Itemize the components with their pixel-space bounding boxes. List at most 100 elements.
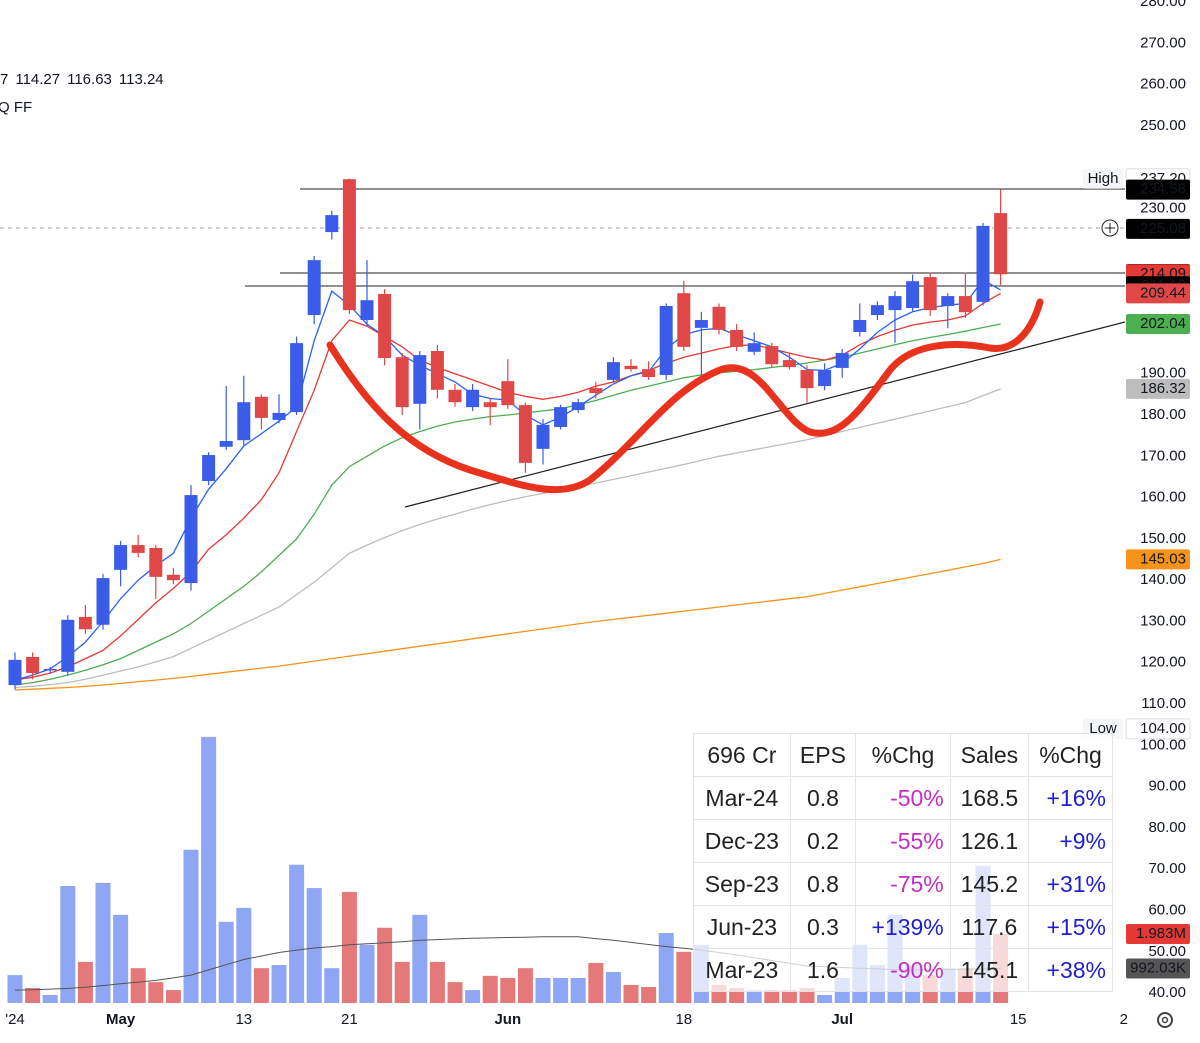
- x-tick-label: 13: [235, 1011, 252, 1028]
- candle-body: [342, 179, 356, 311]
- badge-tag-box: [1083, 168, 1123, 189]
- volume-bar: [324, 968, 340, 1003]
- x-tick-label: 18: [675, 1011, 692, 1028]
- y-tick-label: 140.00: [1140, 571, 1186, 588]
- candle-body: [694, 320, 708, 328]
- volume-bar: [113, 914, 129, 1003]
- candle-body: [976, 225, 990, 302]
- volume-bar: [764, 990, 780, 1003]
- table-cell: 0.2: [789, 819, 857, 863]
- volume-bar: [517, 968, 533, 1003]
- candle-body: [906, 281, 920, 309]
- table-cell: -50%: [855, 776, 951, 820]
- volume-bar: [289, 864, 305, 1003]
- candle-body: [606, 362, 620, 380]
- candle-body: [26, 656, 40, 674]
- price-badge: [1125, 718, 1191, 740]
- x-tick-label: 15: [1010, 1011, 1027, 1028]
- volume-bar: [658, 932, 674, 1003]
- candle-body: [835, 353, 849, 368]
- candle-body: [853, 320, 867, 332]
- x-tick-label: '24: [5, 1011, 25, 1028]
- candle-body: [888, 296, 902, 311]
- candle-body: [642, 369, 656, 378]
- table-cell: +31%: [1028, 862, 1113, 906]
- table-header: 696 Cr EPS %Chg Sales %Chg: [693, 733, 1113, 777]
- candle-body: [765, 346, 779, 365]
- y-tick-label: 60.00: [1148, 901, 1186, 918]
- volume-bar: [42, 994, 58, 1003]
- settings-icon[interactable]: [1157, 1012, 1173, 1028]
- y-tick-label: 90.00: [1148, 778, 1186, 795]
- candle-body: [325, 215, 339, 233]
- volume-bar: [25, 988, 41, 1003]
- legend-value: 7: [0, 71, 8, 88]
- candle-body: [536, 424, 550, 449]
- candle-body: [800, 369, 814, 389]
- candle-body: [466, 389, 480, 408]
- price-badge-label: 1.983M: [1136, 925, 1186, 942]
- candle-body: [184, 495, 198, 584]
- candle-body: [237, 402, 251, 441]
- candle-body: [430, 350, 444, 390]
- volume-bar: [553, 977, 569, 1003]
- table-cell: +139%: [855, 905, 951, 949]
- eps-table: 696 Cr EPS %Chg Sales %Chg Mar-24 0.8 -50% 168.5…: [693, 733, 1113, 992]
- candle-body: [501, 381, 515, 406]
- volume-bar: [817, 994, 833, 1003]
- price-badge: [1126, 218, 1190, 239]
- candle-body: [941, 296, 955, 306]
- candle-body: [677, 293, 691, 347]
- table-cell: 0.3: [789, 905, 857, 949]
- x-tick-label: Jul: [831, 1011, 853, 1028]
- badge-tag: High: [1088, 170, 1119, 187]
- volume-bar: [781, 990, 797, 1003]
- candle-body: [131, 545, 145, 553]
- candle-body: [360, 300, 374, 321]
- table-row: Mar-23 1.6 -90% 145.1 +38%: [693, 948, 1113, 992]
- candle-body: [518, 405, 532, 463]
- x-tick-label: 2: [1120, 1011, 1128, 1028]
- price-badge-label: 186.32: [1140, 380, 1186, 397]
- volume-bar: [253, 968, 269, 1003]
- candle-body: [554, 407, 568, 427]
- price-badge-label: 234.58: [1140, 181, 1186, 198]
- gear-hub: [1161, 1016, 1169, 1024]
- volume-bar: [570, 977, 586, 1003]
- price-layer: [8, 178, 1008, 691]
- candle-body: [923, 277, 937, 311]
- table-cell: Sales: [949, 733, 1030, 777]
- table-row: Dec-23 0.2 -55% 126.1 +9%: [693, 819, 1113, 863]
- y-tick-label: 270.00: [1140, 34, 1186, 51]
- price-badge: [1126, 378, 1190, 399]
- table-cell: Mar-24: [693, 776, 791, 820]
- candle-body: [8, 659, 22, 686]
- table-cell: EPS: [789, 733, 857, 777]
- table-cell: Dec-23: [693, 819, 791, 863]
- table-cell: 696 Cr: [693, 733, 791, 777]
- price-badge: [1126, 958, 1190, 979]
- table-cell: %Chg: [1028, 733, 1113, 777]
- badge-tag: Low: [1089, 720, 1117, 737]
- volume-bar: [359, 944, 375, 1003]
- candle-body: [219, 441, 233, 447]
- table-cell: 145.1: [949, 948, 1030, 992]
- candle-body: [290, 343, 304, 413]
- candle-body: [254, 396, 268, 418]
- add-icon-glyph: [1105, 223, 1115, 233]
- candle-body: [272, 412, 286, 420]
- volume-bar: [183, 849, 199, 1003]
- candle-body: [994, 213, 1008, 275]
- y-tick-label: 230.00: [1140, 199, 1186, 216]
- volume-bar: [341, 891, 357, 1003]
- y-tick-label: 50.00: [1148, 943, 1186, 960]
- table-cell: 117.6: [949, 905, 1030, 949]
- candle-body: [782, 360, 796, 368]
- table-cell: +15%: [1028, 905, 1113, 949]
- candle-body: [307, 260, 321, 316]
- y-tick-label: 80.00: [1148, 819, 1186, 836]
- price-badge-label: 225.08: [1140, 220, 1186, 237]
- candle-body: [624, 365, 638, 370]
- candle-body: [166, 574, 180, 581]
